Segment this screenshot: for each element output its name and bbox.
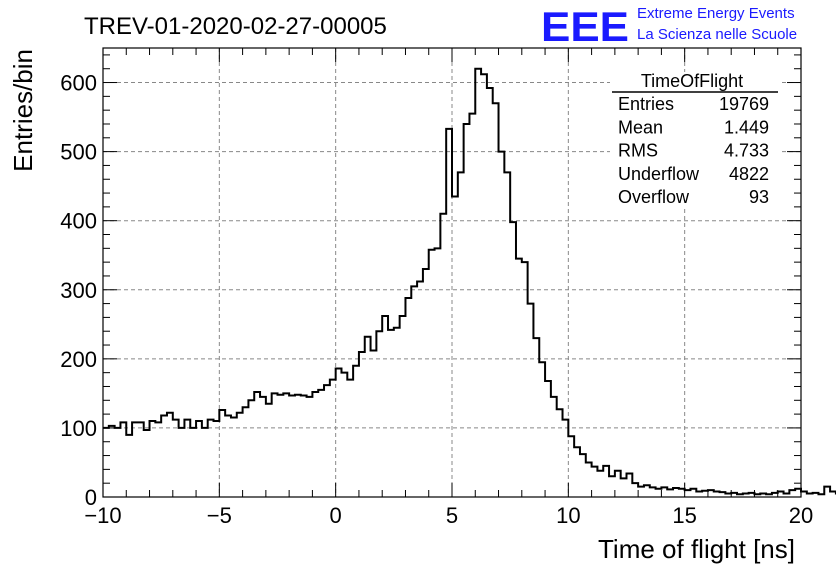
stats-rows: Entries 19769 Mean 1.449 RMS 4.733 Underflow 48… xyxy=(618,94,769,207)
stats-row-value: 1.449 xyxy=(724,117,769,137)
y-tick-label: 300 xyxy=(60,278,97,303)
y-tick-label: 100 xyxy=(60,416,97,441)
stats-row-label: Underflow xyxy=(618,164,700,184)
stats-row-value: 4.733 xyxy=(724,141,769,161)
x-tick-label: 0 xyxy=(330,503,342,528)
stats-row-value: 93 xyxy=(749,187,769,207)
axis-ticks xyxy=(102,48,802,498)
plot-title: TREV-01-2020-02-27-00005 xyxy=(84,13,387,40)
eee-logo: EEE Extreme Energy Events La Scienza nel… xyxy=(541,3,797,50)
x-axis-label: Time of flight [ns] xyxy=(598,534,795,564)
logo-line-2: La Scienza nelle Scuole xyxy=(637,26,797,43)
y-tick-label: 0 xyxy=(85,485,97,510)
histogram-series xyxy=(103,67,836,496)
x-tick-label: −10 xyxy=(84,503,121,528)
stats-row-label: Mean xyxy=(618,117,663,137)
stats-row-value: 19769 xyxy=(719,94,769,114)
stats-row-value: 4822 xyxy=(729,164,769,184)
y-tick-label: 600 xyxy=(60,71,97,96)
logo-line-1: Extreme Energy Events xyxy=(637,5,795,22)
stats-row-label: Overflow xyxy=(618,187,690,207)
eee-logo-mark: EEE xyxy=(541,3,629,50)
x-tick-label: 15 xyxy=(672,503,696,528)
stats-row-label: Entries xyxy=(618,94,674,114)
x-tick-label: 20 xyxy=(789,503,813,528)
y-tick-label: 500 xyxy=(60,140,97,165)
x-tick-label: −5 xyxy=(207,503,232,528)
stats-box-title: TimeOfFlight xyxy=(641,71,743,91)
y-axis-label: Entries/bin xyxy=(8,49,38,172)
y-tick-label: 400 xyxy=(60,209,97,234)
x-tick-label: 5 xyxy=(446,503,458,528)
stats-box-background xyxy=(610,72,780,208)
x-tick-label: 10 xyxy=(556,503,580,528)
y-tick-label: 200 xyxy=(60,347,97,372)
stats-box: TimeOfFlight Entries 19769 Mean 1.449 RMS 4.7… xyxy=(610,71,780,208)
stats-row-label: RMS xyxy=(618,141,658,161)
